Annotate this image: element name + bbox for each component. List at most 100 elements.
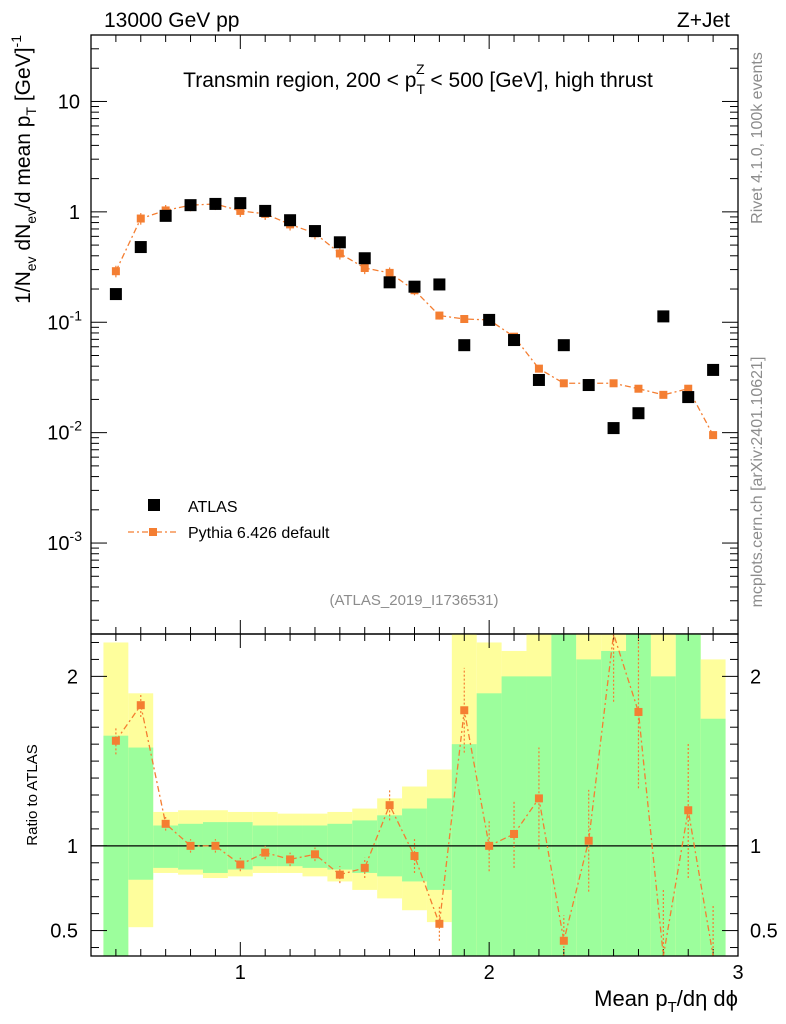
ratio-point (584, 836, 593, 845)
ratio-point (385, 801, 394, 810)
legend-marker-atlas (148, 499, 160, 511)
atlas-point (383, 276, 396, 289)
pythia-point (335, 249, 344, 258)
pythia-point (136, 214, 145, 223)
y-tick-label-main: 10-2 (47, 418, 82, 445)
y-tick-label-ratio: 0.5 (50, 921, 78, 943)
atlas-point (508, 334, 521, 347)
atlas-point (134, 241, 147, 254)
x-axis-label: Mean pT/dη dϕ (594, 986, 738, 1016)
main-title: Transmin region, 200 < pTZ < 500 [GeV], … (183, 61, 653, 97)
main-frame (90, 34, 739, 635)
pythia-point (360, 264, 369, 273)
band-green (402, 808, 427, 882)
y-tick-label-ratio: 2 (67, 666, 78, 688)
ratio-point (261, 848, 270, 857)
ratio-frame (90, 633, 739, 957)
x-tick-label: 2 (484, 962, 495, 984)
legend-label-atlas: ATLAS (188, 499, 238, 516)
atlas-point (408, 280, 421, 293)
ratio-point (211, 841, 220, 850)
band-green (675, 634, 701, 956)
atlas-point (209, 197, 222, 210)
y-tick-label-main: 10 (58, 91, 80, 113)
y-tick-label-ratio: 1 (67, 836, 78, 858)
band-green (128, 747, 154, 880)
legend: ATLAS Pythia 6.426 default (128, 499, 330, 542)
pythia-point (609, 379, 618, 388)
y-tick-label-main: 10-3 (47, 528, 82, 555)
ratio-point (335, 870, 344, 879)
atlas-point (632, 407, 645, 420)
pythia-point (111, 267, 120, 276)
y-tick-label-main: 10-1 (47, 307, 82, 334)
atlas-point (582, 379, 595, 392)
atlas-point (682, 391, 695, 404)
ratio-point (435, 919, 444, 928)
band-green (576, 659, 602, 956)
band-green (650, 676, 676, 956)
pythia-point (534, 364, 543, 373)
atlas-point (234, 197, 247, 210)
band-green (700, 718, 726, 956)
ratio-point (111, 736, 120, 745)
band-green (451, 744, 477, 956)
atlas-point (707, 363, 720, 376)
atlas-point (657, 310, 670, 323)
ratio-point (634, 707, 643, 716)
atlas-point (333, 236, 346, 249)
band-green (476, 693, 502, 956)
legend-label-pythia: Pythia 6.426 default (188, 525, 330, 542)
ratio-point (360, 863, 369, 872)
band-green (551, 634, 577, 956)
atlas-point (284, 214, 297, 227)
header-left: 13000 GeV pp (104, 9, 239, 32)
analysis-watermark: (ATLAS_2019_I1736531) (329, 592, 498, 609)
y-tick-label-ratio-right: 1 (750, 836, 761, 858)
ratio-point (310, 850, 319, 859)
ratio-plot: 1 2 3 0.5 0.5 1 1 2 2 Ratio to ATLAS Mean pT/dη … (24, 633, 778, 1016)
ratio-point (136, 701, 145, 710)
ratio-point (286, 855, 295, 864)
atlas-point (557, 339, 570, 352)
ratio-point (684, 806, 693, 815)
ratio-point (559, 936, 568, 945)
ratio-point (510, 829, 519, 838)
atlas-point (308, 225, 321, 238)
ratio-point (410, 852, 419, 861)
y-tick-label-main: 1 (69, 202, 80, 224)
atlas-point (184, 199, 197, 212)
atlas-point (433, 278, 446, 291)
ratio-y-axis-label: Ratio to ATLAS (24, 744, 41, 845)
ratio-point (186, 841, 195, 850)
pythia-point (460, 315, 469, 324)
pythia-point (709, 431, 718, 440)
y-tick-label-ratio-right: 2 (750, 666, 761, 688)
atlas-point (109, 288, 122, 301)
band-green (327, 823, 353, 870)
pythia-point (236, 206, 245, 215)
pythia-point (634, 384, 643, 393)
mcplots-label: mcplots.cern.ch [arXiv:2401.10621] (749, 357, 766, 608)
rivet-label: Rivet 4.1.0, 100k events (749, 52, 766, 224)
y-tick-label-ratio-right: 0.5 (750, 921, 778, 943)
band-green (426, 798, 452, 890)
pythia-point (435, 311, 444, 320)
band-green (302, 825, 328, 868)
ratio-point (236, 860, 245, 869)
pythia-point (684, 384, 693, 393)
atlas-point (458, 339, 471, 352)
header-right: Z+Jet (677, 9, 730, 32)
pythia-line (115, 203, 714, 436)
atlas-point (358, 252, 371, 265)
main-plot: 10-3 10-2 10-1 1 10 Transmin region, 200 < p… (8, 34, 739, 635)
band-green (501, 676, 527, 956)
legend-marker-pythia (149, 528, 157, 536)
ratio-point (460, 706, 469, 715)
atlas-point (259, 204, 272, 217)
atlas-point (159, 209, 172, 222)
main-y-axis-label: 1/Nev dNev/d mean pT [GeV]-1 (8, 35, 39, 304)
ratio-point (485, 841, 494, 850)
x-tick-label: 1 (235, 962, 246, 984)
